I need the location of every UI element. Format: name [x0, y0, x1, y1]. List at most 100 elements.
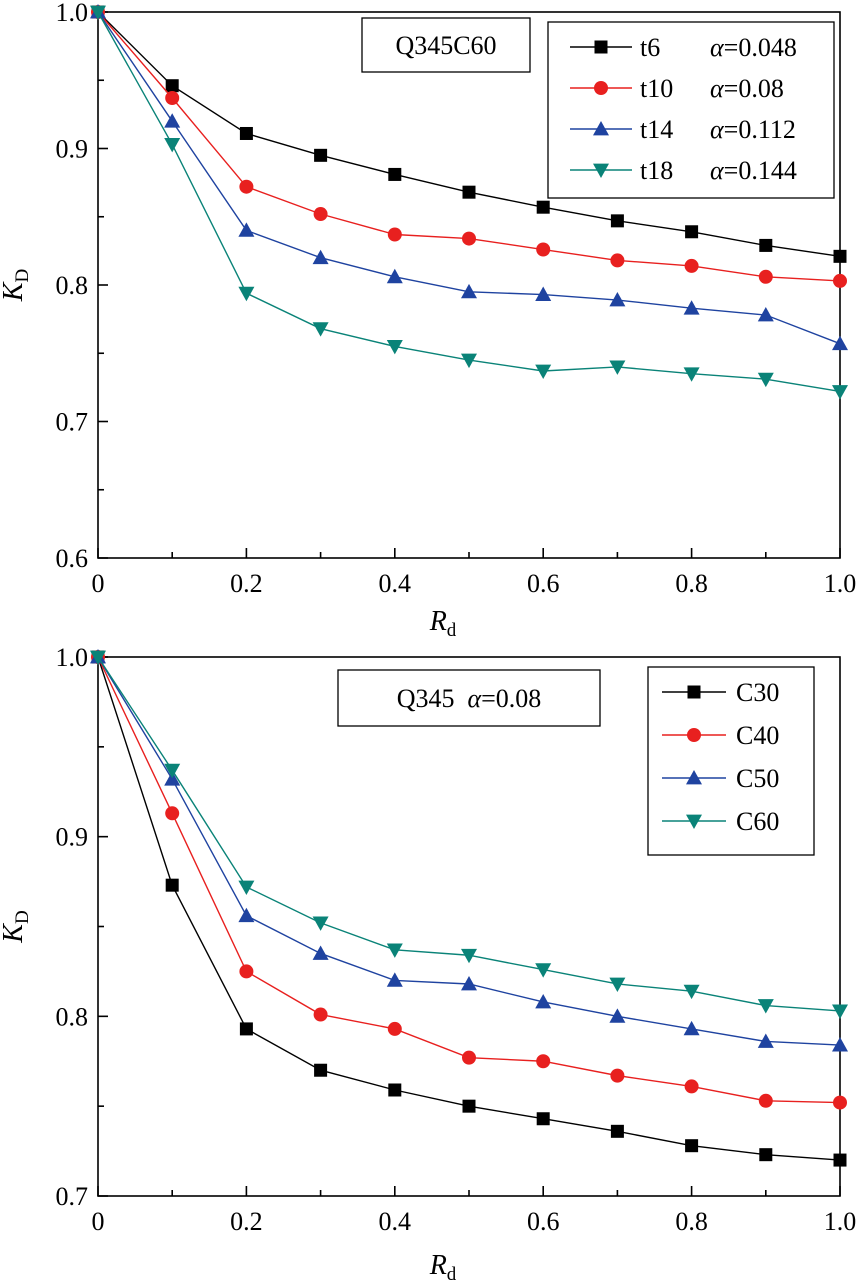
- data-point-C30: [462, 1099, 476, 1113]
- data-point-t14: [461, 283, 477, 299]
- data-point-t18: [461, 353, 477, 369]
- data-point-t18: [164, 138, 181, 153]
- data-point-t6: [685, 225, 699, 239]
- data-point-C30: [610, 1124, 624, 1138]
- data-point-C40: [239, 964, 254, 979]
- x-tick-label: 0.4: [379, 1207, 412, 1236]
- legend-marker-C50: [686, 770, 702, 785]
- legend-extra-t14: α=0.112: [710, 115, 796, 144]
- data-point-C60: [757, 999, 774, 1014]
- series-t10: [91, 5, 847, 288]
- data-point-t18: [832, 385, 848, 400]
- data-point-C60: [164, 763, 181, 779]
- legend-marker-t10: [594, 81, 608, 95]
- x-tick-label: 0.6: [527, 1207, 560, 1236]
- legend-label-t6: t6: [640, 33, 660, 62]
- legend-marker-C30: [687, 685, 701, 699]
- data-point-t6: [610, 214, 624, 228]
- data-point-t10: [684, 258, 699, 273]
- data-point-C60: [461, 948, 477, 964]
- data-point-t10: [536, 242, 551, 257]
- annotation-text: Q345C60: [395, 31, 496, 60]
- data-point-C40: [387, 1021, 402, 1036]
- data-point-C60: [312, 916, 329, 931]
- annotation-box: [361, 17, 531, 73]
- y-tick-label: 0.7: [56, 408, 89, 437]
- legend-label-C60: C60: [736, 807, 779, 836]
- series-t18: [90, 5, 848, 400]
- data-point-t18: [683, 367, 700, 382]
- data-point-t10: [462, 231, 476, 246]
- legend-label-t10: t10: [640, 74, 673, 103]
- data-point-C60: [386, 943, 403, 958]
- y-axis-title: KD: [0, 910, 33, 943]
- data-point-C60: [535, 963, 552, 978]
- chart-panel-2: 0 0.2 0.4 0.6 0.8 1.0 0.7 0.8 0.9 1.0 Rd KD Q345 α=0…: [0, 643, 856, 1285]
- series-C50: [90, 649, 848, 1052]
- data-point-C50: [461, 975, 477, 991]
- x-tick-label: 0: [92, 569, 105, 598]
- data-point-C50: [757, 1033, 774, 1048]
- data-point-C40: [684, 1079, 699, 1094]
- legend-label-C50: C50: [736, 764, 779, 793]
- data-point-t18: [238, 286, 255, 302]
- data-point-t6: [833, 249, 847, 263]
- data-point-t14: [535, 286, 552, 301]
- data-point-C40: [536, 1054, 551, 1069]
- data-point-C30: [388, 1083, 402, 1097]
- data-point-t18: [386, 340, 403, 355]
- data-point-t10: [833, 273, 847, 288]
- data-point-C30: [314, 1063, 328, 1077]
- legend-marker-C40: [687, 728, 701, 742]
- legend-marker-t14: [593, 121, 609, 136]
- annotation-text: Q345 α=0.08: [397, 684, 542, 713]
- data-point-C40: [610, 1068, 625, 1083]
- data-point-C50: [832, 1037, 848, 1052]
- legend-extra-t18: α=0.144: [710, 156, 797, 185]
- data-point-C50: [164, 771, 181, 786]
- x-tick-label: 1.0: [824, 1207, 857, 1236]
- data-point-C60: [609, 977, 626, 992]
- data-point-t18: [535, 364, 552, 379]
- data-point-t6: [388, 167, 402, 181]
- x-axis-title: Rd: [429, 1250, 457, 1285]
- data-point-t14: [238, 222, 255, 237]
- y-tick-label: 1.0: [56, 643, 89, 672]
- legend-label-C30: C30: [736, 678, 779, 707]
- data-point-t10: [313, 207, 328, 222]
- data-point-C30: [165, 878, 179, 892]
- data-point-t10: [165, 90, 180, 105]
- data-point-t10: [387, 227, 402, 242]
- data-point-C60: [832, 1004, 848, 1019]
- data-point-t10: [239, 179, 254, 194]
- data-point-t14: [312, 249, 329, 265]
- y-tick-label: 0.6: [56, 544, 89, 573]
- data-point-C60: [238, 880, 255, 895]
- y-tick-label: 0.8: [56, 1002, 89, 1031]
- data-point-C40: [462, 1050, 476, 1065]
- series-C60: [90, 650, 848, 1019]
- x-tick-label: 1.0: [824, 569, 857, 598]
- data-point-t18: [757, 372, 774, 388]
- data-point-C30: [759, 1148, 773, 1162]
- data-point-C40: [758, 1093, 773, 1108]
- x-tick-label: 0.4: [379, 569, 412, 598]
- data-point-C50: [386, 972, 403, 987]
- legend-label-t14: t14: [640, 115, 673, 144]
- data-point-t14: [386, 268, 403, 284]
- data-point-t10: [610, 253, 625, 268]
- data-point-C50: [609, 1008, 626, 1023]
- x-tick-label: 0: [92, 1207, 105, 1236]
- data-point-t14: [832, 335, 848, 351]
- y-axis-title: KD: [0, 269, 33, 302]
- y-tick-label: 0.8: [56, 271, 89, 300]
- data-point-t6: [759, 238, 773, 252]
- y-tick-label: 0.7: [56, 1182, 89, 1211]
- data-point-t6: [165, 79, 179, 93]
- data-point-t6: [536, 200, 550, 214]
- data-point-C60: [90, 650, 106, 665]
- x-tick-label: 0.2: [230, 1207, 263, 1236]
- x-tick-label: 0.8: [675, 569, 708, 598]
- data-point-C40: [833, 1095, 847, 1110]
